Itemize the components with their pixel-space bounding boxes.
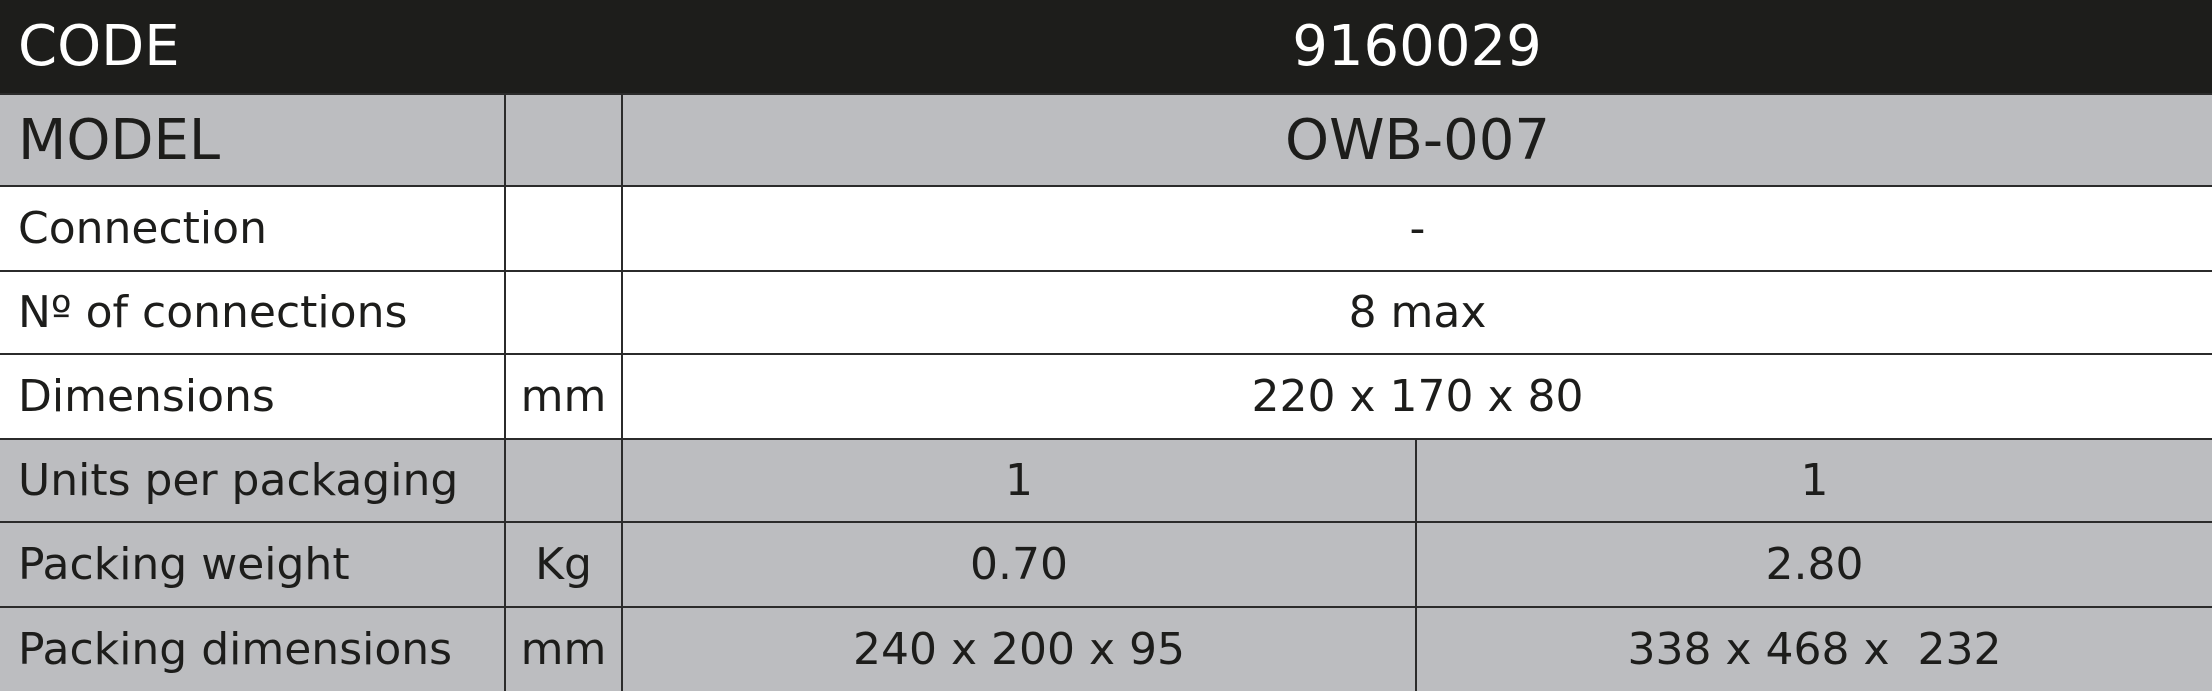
value-cell: OWB-007 <box>621 93 2212 187</box>
value-cell: 338 x 468 x 232 <box>1415 606 2212 691</box>
header-row: CODE 9160029 <box>0 0 2212 94</box>
unit-cell <box>504 270 623 355</box>
spec-row: Connection - <box>0 185 2212 272</box>
value-cell: 0.70 <box>621 521 1417 608</box>
unit-cell <box>504 185 623 272</box>
model-row: MODEL OWB-007 <box>0 93 2212 187</box>
unit-cell <box>504 438 623 523</box>
value-cell: - <box>621 185 2212 272</box>
unit-cell: Kg <box>504 521 623 608</box>
spec-row: Nº of connections 8 max <box>0 270 2212 355</box>
value-cell: 240 x 200 x 95 <box>621 606 1417 691</box>
header-value: 9160029 <box>622 0 2212 94</box>
value-cell: 2.80 <box>1415 521 2212 608</box>
header-label: CODE <box>0 0 622 94</box>
value-cell: 220 x 170 x 80 <box>621 353 2212 440</box>
row-label: Units per packaging <box>0 438 506 523</box>
value-cell: 1 <box>621 438 1417 523</box>
spec-row: Dimensions mm 220 x 170 x 80 <box>0 353 2212 440</box>
row-label: Nº of connections <box>0 270 506 355</box>
unit-cell <box>504 93 623 187</box>
value-cell: 1 <box>1415 438 2212 523</box>
row-label: MODEL <box>0 93 506 187</box>
spec-row: Packing weight Kg 0.70 2.80 <box>0 521 2212 608</box>
row-label: Packing weight <box>0 521 506 608</box>
value-cell: 8 max <box>621 270 2212 355</box>
row-label: Dimensions <box>0 353 506 440</box>
unit-cell: mm <box>504 353 623 440</box>
row-label: Packing dimensions <box>0 606 506 691</box>
spec-row: Packing dimensions mm 240 x 200 x 95 338… <box>0 606 2212 691</box>
spec-row: Units per packaging 1 1 <box>0 438 2212 523</box>
row-label: Connection <box>0 185 506 272</box>
unit-cell: mm <box>504 606 623 691</box>
